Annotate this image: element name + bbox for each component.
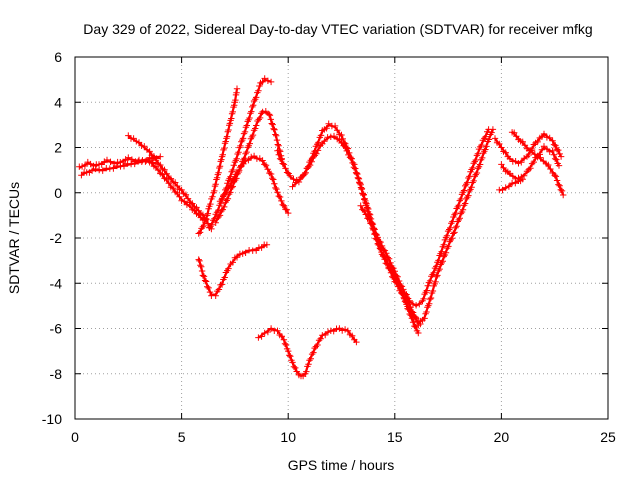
- data-points: [76, 75, 567, 380]
- y-tick-label: -8: [50, 366, 63, 382]
- series-track-6: [206, 75, 275, 231]
- series-markers: [216, 152, 292, 217]
- series-markers: [491, 130, 565, 167]
- x-tick-label: 15: [387, 429, 403, 445]
- series-track-15: [491, 130, 565, 167]
- y-tick-label: -6: [50, 321, 63, 337]
- x-tick-label: 10: [280, 429, 296, 445]
- y-tick-label: -10: [42, 411, 62, 427]
- chart-title: Day 329 of 2022, Sidereal Day-to-day VTE…: [83, 21, 592, 37]
- series-markers: [146, 159, 207, 224]
- series-track-4: [146, 159, 207, 224]
- y-tick-label: -4: [50, 275, 63, 291]
- x-tick-label: 25: [600, 429, 616, 445]
- series-track-2: [78, 157, 160, 179]
- series-markers: [78, 157, 160, 179]
- plot-frame: [74, 56, 609, 420]
- series-track-18: [496, 176, 526, 194]
- grid: [75, 57, 608, 419]
- y-tick-label: 6: [54, 49, 62, 65]
- series-markers: [195, 241, 271, 299]
- series-track-17: [508, 129, 567, 199]
- series-track-10: [255, 325, 360, 380]
- series-markers: [508, 129, 567, 199]
- series-track-7: [212, 108, 285, 226]
- y-tick-label: 2: [54, 140, 62, 156]
- series-track-5: [195, 85, 241, 237]
- y-tick-label: 0: [54, 185, 62, 201]
- series-track-8: [216, 152, 292, 217]
- x-tick-label: 5: [178, 429, 186, 445]
- series-markers: [195, 85, 241, 237]
- series-track-14: [402, 126, 497, 329]
- series-markers: [255, 325, 360, 380]
- series-track-9: [195, 241, 271, 299]
- series-markers: [402, 126, 497, 329]
- y-tick-label: 4: [54, 94, 62, 110]
- x-axis-label: GPS time / hours: [288, 457, 395, 473]
- x-tick-label: 0: [71, 429, 79, 445]
- axes: 0 5 10 15 20 25 -10 -8 -6 -4 -2 0 2 4 6: [42, 49, 616, 445]
- y-tick-label: -2: [50, 230, 63, 246]
- y-axis-label: SDTVAR / TECUs: [6, 182, 22, 294]
- x-tick-label: 20: [494, 429, 510, 445]
- series-markers: [496, 176, 526, 194]
